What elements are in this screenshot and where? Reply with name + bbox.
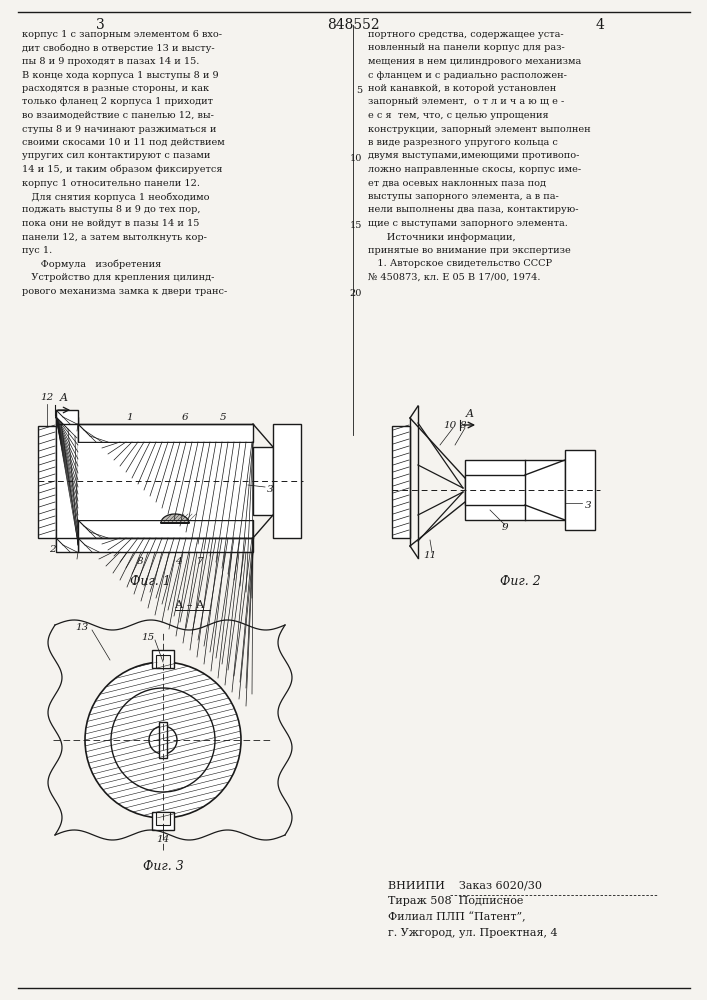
Text: 10: 10 <box>350 154 362 163</box>
Text: корпус 1 относительно панели 12.: корпус 1 относительно панели 12. <box>22 178 200 188</box>
Text: 8: 8 <box>460 420 467 430</box>
Text: ступы 8 и 9 начинают разжиматься и: ступы 8 и 9 начинают разжиматься и <box>22 124 216 133</box>
Text: корпус 1 с запорным элементом 6 вхо-: корпус 1 с запорным элементом 6 вхо- <box>22 30 222 39</box>
Text: конструкции, запорный элемент выполнен: конструкции, запорный элемент выполнен <box>368 124 590 133</box>
Text: Филиал ПЛП “Патент”,: Филиал ПЛП “Патент”, <box>388 912 525 923</box>
Text: выступы запорного элемента, а в па-: выступы запорного элемента, а в па- <box>368 192 559 201</box>
Bar <box>56 417 78 545</box>
Bar <box>565 450 595 530</box>
Text: Тираж 508  Подписное: Тираж 508 Подписное <box>388 896 523 906</box>
Bar <box>56 538 78 552</box>
Text: 3: 3 <box>585 500 592 510</box>
Text: Для снятия корпуса 1 необходимо: Для снятия корпуса 1 необходимо <box>22 192 209 202</box>
Text: поджать выступы 8 и 9 до тех пор,: поджать выступы 8 и 9 до тех пор, <box>22 206 201 215</box>
Text: Фиг. 1: Фиг. 1 <box>129 575 170 588</box>
Text: ложно направленные скосы, корпус име-: ложно направленные скосы, корпус име- <box>368 165 581 174</box>
Text: А – А: А – А <box>175 600 205 610</box>
Text: панели 12, а затем вытолкнуть кор-: панели 12, а затем вытолкнуть кор- <box>22 232 207 241</box>
Text: пы 8 и 9 проходят в пазах 14 и 15.: пы 8 и 9 проходят в пазах 14 и 15. <box>22 57 199 66</box>
Bar <box>253 447 273 515</box>
Text: запорный элемент,  о т л и ч а ю щ е -: запорный элемент, о т л и ч а ю щ е - <box>368 98 564 106</box>
Bar <box>56 410 78 424</box>
Text: дит свободно в отверстие 13 и высту-: дит свободно в отверстие 13 и высту- <box>22 43 215 53</box>
Bar <box>152 650 174 668</box>
Text: 15: 15 <box>141 634 155 643</box>
Text: 3: 3 <box>95 18 105 32</box>
Bar <box>159 722 167 758</box>
Text: 11: 11 <box>423 550 437 560</box>
Text: 848552: 848552 <box>327 18 380 32</box>
Text: щие с выступами запорного элемента.: щие с выступами запорного элемента. <box>368 219 568 228</box>
Text: 3: 3 <box>267 486 274 494</box>
Text: ет два осевых наклонных паза под: ет два осевых наклонных паза под <box>368 178 546 188</box>
Circle shape <box>111 688 215 792</box>
Text: 15: 15 <box>350 221 362 230</box>
Text: 5: 5 <box>356 86 362 95</box>
Text: двумя выступами,имеющими противопо-: двумя выступами,имеющими противопо- <box>368 151 579 160</box>
Text: во взаимодействие с панелью 12, вы-: во взаимодействие с панелью 12, вы- <box>22 111 214 120</box>
Text: 4: 4 <box>595 18 604 32</box>
Text: Фиг. 2: Фиг. 2 <box>500 575 540 588</box>
Bar <box>273 424 301 538</box>
Text: 1: 1 <box>127 414 134 422</box>
Bar <box>78 520 253 538</box>
Text: 2: 2 <box>49 545 55 554</box>
Text: нели выполнены два паза, контактирую-: нели выполнены два паза, контактирую- <box>368 206 578 215</box>
Polygon shape <box>161 514 189 523</box>
Text: в виде разрезного упругого кольца с: в виде разрезного упругого кольца с <box>368 138 558 147</box>
Text: рового механизма замка к двери транс-: рового механизма замка к двери транс- <box>22 286 227 296</box>
Bar <box>392 426 410 538</box>
Text: Формула   изобретения: Формула изобретения <box>22 259 161 269</box>
Text: 12: 12 <box>40 393 54 402</box>
Bar <box>465 460 565 520</box>
Text: мещения в нем цилиндрового механизма: мещения в нем цилиндрового механизма <box>368 57 581 66</box>
Text: расходятся в разные стороны, и как: расходятся в разные стороны, и как <box>22 84 209 93</box>
Text: принятые во внимание при экспертизе: принятые во внимание при экспертизе <box>368 246 571 255</box>
Text: портного средства, содержащее уста-: портного средства, содержащее уста- <box>368 30 563 39</box>
Text: 7: 7 <box>197 558 204 566</box>
Bar <box>156 655 170 668</box>
Bar <box>78 442 253 520</box>
Text: пус 1.: пус 1. <box>22 246 52 255</box>
Text: ной канавкой, в которой установлен: ной канавкой, в которой установлен <box>368 84 556 93</box>
Bar <box>78 424 253 442</box>
Text: 10: 10 <box>443 420 457 430</box>
Bar <box>152 812 174 830</box>
Text: В конце хода корпуса 1 выступы 8 и 9: В конце хода корпуса 1 выступы 8 и 9 <box>22 70 218 80</box>
Text: 20: 20 <box>350 289 362 298</box>
Text: 14: 14 <box>156 836 170 844</box>
Text: пока они не войдут в пазы 14 и 15: пока они не войдут в пазы 14 и 15 <box>22 219 199 228</box>
Text: Источники информации,: Источники информации, <box>368 232 515 241</box>
Text: 14 и 15, и таким образом фиксируется: 14 и 15, и таким образом фиксируется <box>22 165 223 174</box>
Text: с фланцем и с радиально расположен-: с фланцем и с радиально расположен- <box>368 70 567 80</box>
Text: A: A <box>60 393 68 403</box>
Text: упругих сил контактируют с пазами: упругих сил контактируют с пазами <box>22 151 211 160</box>
Text: 5: 5 <box>220 414 226 422</box>
Bar <box>78 538 253 552</box>
Circle shape <box>85 662 241 818</box>
Text: г. Ужгород, ул. Проектная, 4: г. Ужгород, ул. Проектная, 4 <box>388 928 558 938</box>
Bar <box>156 812 170 825</box>
Text: 9: 9 <box>502 524 508 532</box>
Text: своими скосами 10 и 11 под действием: своими скосами 10 и 11 под действием <box>22 138 225 147</box>
Text: 8: 8 <box>136 558 144 566</box>
Text: A: A <box>466 409 474 419</box>
Text: е с я  тем, что, с целью упрощения: е с я тем, что, с целью упрощения <box>368 111 549 120</box>
Text: № 450873, кл. Е 05 В 17/00, 1974.: № 450873, кл. Е 05 В 17/00, 1974. <box>368 273 540 282</box>
Bar <box>38 426 56 538</box>
Text: Устройство для крепления цилинд-: Устройство для крепления цилинд- <box>22 273 214 282</box>
Text: новленный на панели корпус для раз-: новленный на панели корпус для раз- <box>368 43 565 52</box>
Text: 4: 4 <box>175 558 181 566</box>
Text: 6: 6 <box>182 414 188 422</box>
Text: Фиг. 3: Фиг. 3 <box>143 860 183 873</box>
Circle shape <box>149 726 177 754</box>
Text: 13: 13 <box>76 622 88 632</box>
Text: только фланец 2 корпуса 1 приходит: только фланец 2 корпуса 1 приходит <box>22 98 213 106</box>
Bar <box>465 475 525 505</box>
Text: 1. Авторское свидетельство СССР: 1. Авторское свидетельство СССР <box>368 259 552 268</box>
Text: ВНИИПИ    Заказ 6020/30: ВНИИПИ Заказ 6020/30 <box>388 880 542 890</box>
